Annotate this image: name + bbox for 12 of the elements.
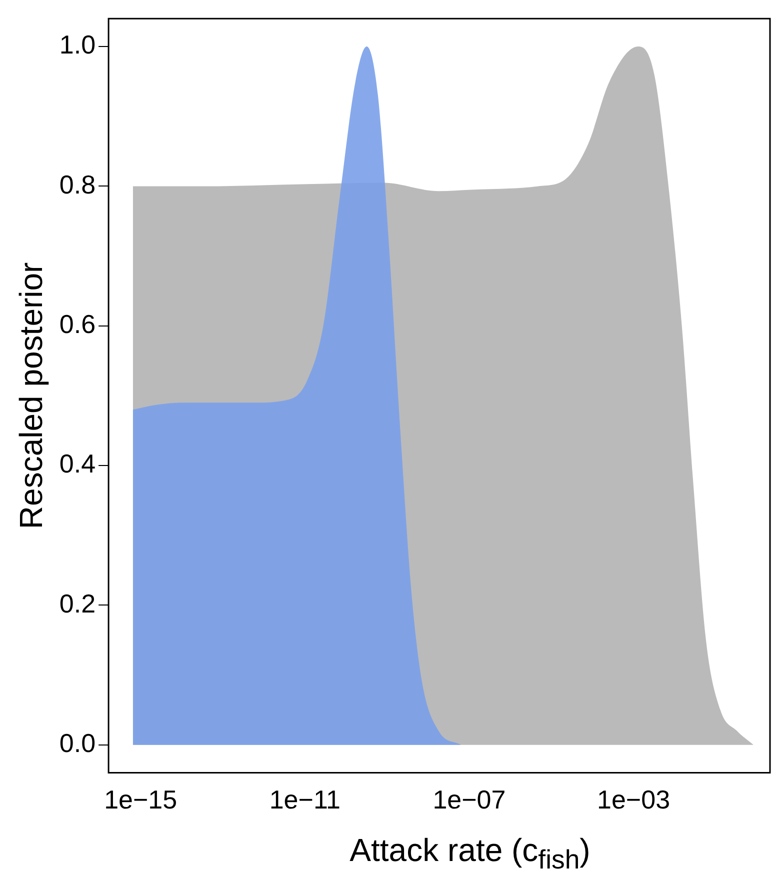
- x-tick-label: 1e−03: [597, 784, 670, 815]
- x-tick-label: 1e−15: [104, 784, 178, 815]
- y-tick-label: 1.0: [59, 30, 96, 60]
- x-axis-title: Attack rate (c$_{fish}$): [348, 832, 592, 876]
- y-tick-label: 0.6: [59, 309, 96, 340]
- y-tick-label: 0.0: [59, 728, 96, 758]
- y-tick-label: 0.8: [59, 169, 96, 200]
- x-tick-label: 1e−11: [269, 784, 340, 815]
- y-tick-label: 0.4: [59, 448, 96, 479]
- y-axis-title: Rescaled posterior: [13, 262, 50, 530]
- x-tick-label: 1e−07: [432, 784, 506, 815]
- y-tick-label: 0.2: [59, 588, 96, 618]
